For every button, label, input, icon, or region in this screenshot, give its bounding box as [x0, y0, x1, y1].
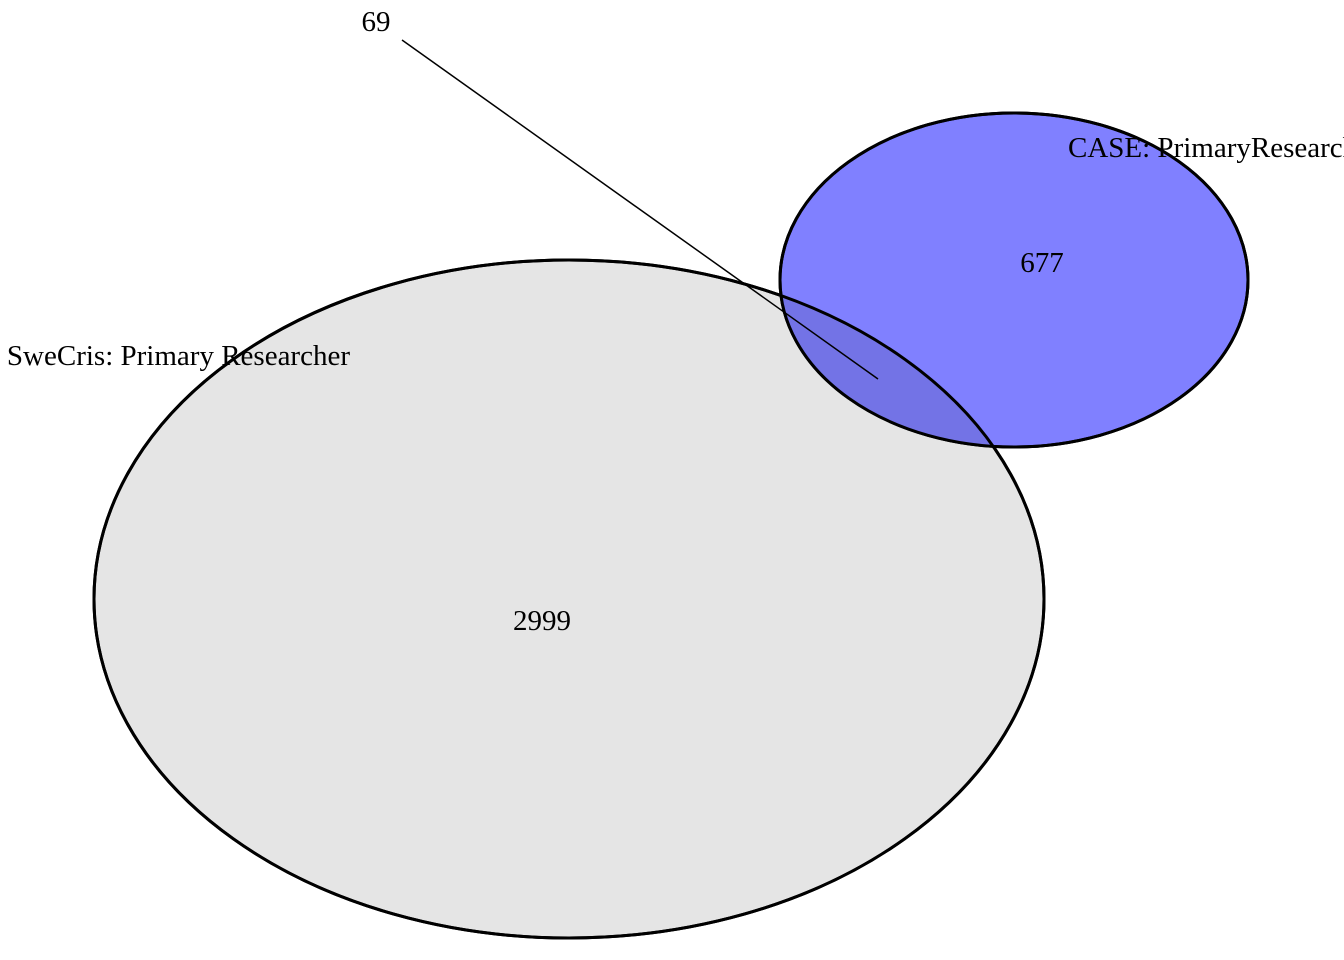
swecris-only-count: 2999	[513, 605, 571, 637]
intersection-count: 69	[362, 6, 391, 38]
swecris-set-outline	[92, 258, 1046, 940]
case-set-outline	[778, 111, 1250, 449]
swecris-set-label: SweCris: Primary Researcher	[7, 340, 350, 372]
intersection-leader-line	[401, 39, 879, 380]
case-only-count: 677	[1020, 247, 1064, 279]
